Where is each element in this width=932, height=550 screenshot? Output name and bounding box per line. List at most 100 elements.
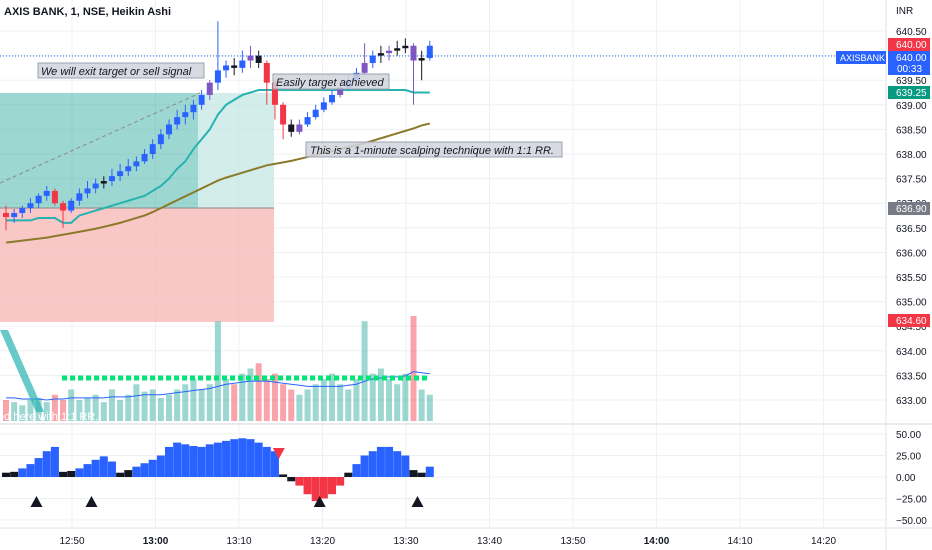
osc-bar	[173, 442, 182, 477]
price-tick-label: 640.50	[896, 27, 927, 38]
svg-text:636.90: 636.90	[896, 204, 927, 215]
osc-bar	[328, 477, 336, 495]
price-tick-label: 638.50	[896, 125, 927, 136]
volume-bar	[247, 368, 254, 421]
volume-bar	[320, 379, 327, 421]
target-note-box[interactable]: Easily target achieved	[272, 73, 390, 90]
candle-body	[312, 109, 319, 118]
candle-body	[84, 188, 91, 194]
candle-body	[60, 203, 67, 211]
oscillator-axis[interactable]: 50.00 25.00 0.00 −25.00 −50.00	[896, 430, 927, 527]
volume-bar	[271, 373, 278, 421]
osc-bar	[425, 466, 434, 477]
volume-bar	[426, 394, 433, 421]
volume-bar	[312, 384, 319, 421]
candle-body	[133, 161, 140, 167]
volume-bar	[223, 379, 230, 421]
candle-body	[304, 117, 311, 125]
volume-bar	[51, 394, 58, 421]
osc-bar	[205, 444, 214, 477]
candle-body	[329, 94, 335, 103]
volume-bar	[133, 384, 140, 421]
volume-pane	[3, 316, 433, 421]
osc-bar	[26, 464, 35, 477]
svg-text:639.25: 639.25	[896, 88, 927, 99]
technique-note: This is a 1-minute scalping technique wi…	[310, 145, 554, 157]
last-price-label: 640.00 00:33	[888, 51, 930, 75]
price-tick-label: 637.50	[896, 175, 927, 186]
stop-zone[interactable]	[0, 208, 274, 322]
volume-bar	[386, 379, 393, 421]
volume-bar	[174, 389, 181, 421]
candle-body	[386, 50, 393, 54]
exit-note-box[interactable]: We will exit target or sell signal	[37, 62, 205, 79]
time-tick-label: 14:10	[727, 536, 752, 547]
volume-bar	[149, 389, 156, 421]
osc-bar	[352, 464, 361, 477]
price-tick-label: 633.00	[896, 396, 927, 407]
volume-bar	[402, 373, 409, 421]
volume-bar	[255, 363, 262, 421]
target-zone-lite	[198, 93, 274, 208]
volume-bar	[198, 389, 205, 421]
svg-text:640.00: 640.00	[896, 40, 927, 51]
osc-bar	[42, 451, 51, 477]
oscillator-pane	[2, 438, 434, 502]
price-tick-label: 639.50	[896, 76, 927, 87]
volume-bar	[60, 400, 67, 421]
candle-body	[247, 55, 254, 61]
osc-bar	[10, 471, 19, 477]
osc-bar	[59, 471, 68, 477]
volume-bar	[296, 394, 303, 421]
volume-bar	[19, 405, 26, 421]
candle-body	[149, 144, 156, 154]
volume-bar	[239, 373, 246, 421]
osc-bar	[417, 472, 426, 477]
osc-bar	[254, 442, 263, 477]
price-tick-label: 636.00	[896, 248, 927, 259]
osc-bar	[181, 444, 190, 477]
volume-bar	[418, 389, 425, 421]
candle-body	[43, 190, 50, 196]
candle-body	[223, 65, 230, 71]
level-entry-label: 636.90	[888, 202, 930, 215]
target-price-label: 640.00	[888, 38, 930, 51]
osc-bar	[197, 446, 206, 477]
candle-body	[296, 124, 303, 132]
candle-body	[361, 62, 368, 73]
price-tick-label: 633.50	[896, 371, 927, 382]
volume-bar	[206, 384, 213, 421]
osc-bar	[344, 472, 353, 477]
time-tick-label: 13:30	[393, 536, 418, 547]
candle-body	[100, 181, 107, 184]
buy-signal-arrow	[30, 496, 43, 507]
time-axis[interactable]: 12:50 13:00 13:10 13:20 13:30 13:40 13:50 14:00…	[59, 536, 836, 547]
candle-body	[51, 190, 58, 204]
price-tick-label: 636.50	[896, 224, 927, 235]
technique-note-box[interactable]: This is a 1-minute scalping technique wi…	[305, 141, 563, 158]
candle-body	[141, 154, 148, 162]
candle-body	[394, 48, 401, 51]
volume-bar	[410, 316, 417, 421]
signal-markers	[30, 448, 424, 507]
candle-body	[68, 200, 75, 211]
osc-bar	[34, 458, 43, 477]
osc-bar	[368, 451, 377, 477]
chart-title: AXIS BANK, 1, NSE, Heikin Ashi	[4, 6, 171, 18]
osc-bar	[262, 446, 271, 477]
volume-bar	[337, 384, 344, 421]
osc-bar	[132, 466, 141, 477]
volume-bar	[304, 389, 311, 421]
candle-body	[76, 193, 83, 201]
time-tick-label: 14:20	[811, 536, 836, 547]
time-tick-label: 13:10	[226, 536, 251, 547]
candle-body	[271, 82, 278, 105]
candle-body	[182, 112, 189, 118]
svg-text:AXISBANK: AXISBANK	[840, 53, 885, 63]
price-axis[interactable]: 640.50 640.00 639.50 639.00 638.50 638.00 637.…	[896, 27, 927, 407]
osc-bar	[311, 477, 320, 502]
candle-body	[280, 104, 287, 125]
time-tick-label: 14:00	[644, 536, 670, 547]
volume-bar	[263, 379, 270, 421]
